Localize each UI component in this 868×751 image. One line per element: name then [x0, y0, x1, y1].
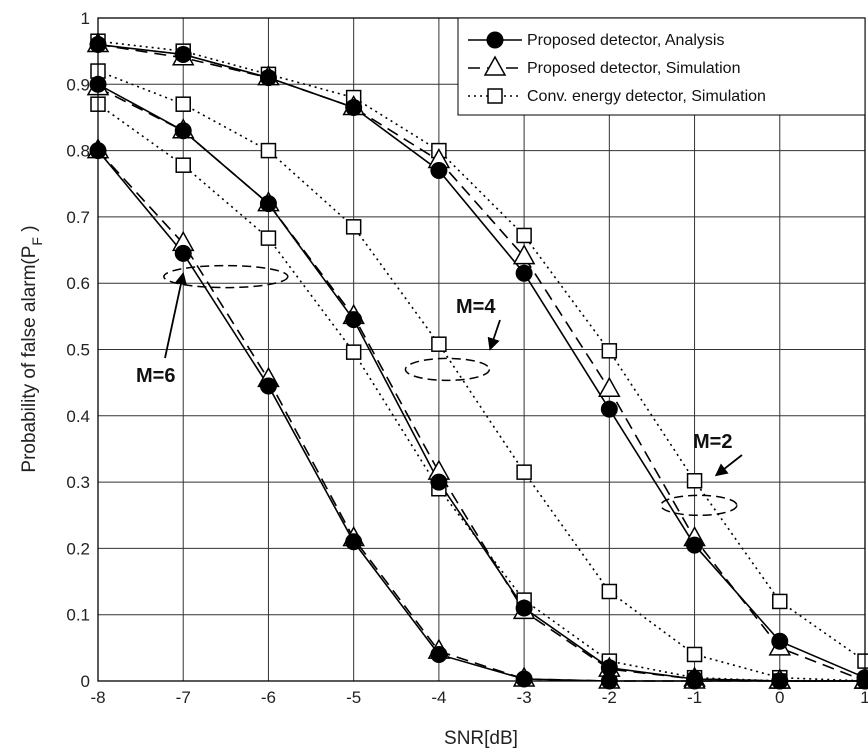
data-point [515, 670, 533, 688]
y-tick-label: 0.4 [66, 407, 90, 426]
x-tick-label: -1 [687, 688, 702, 707]
series-m2-solid [97, 43, 866, 679]
series-line [97, 83, 865, 682]
annotation-label: M=6 [136, 365, 175, 387]
legend-entry-simulation: Proposed detector, Simulation [527, 60, 740, 77]
data-point [430, 645, 448, 663]
legend-box [457, 17, 866, 116]
series-line [97, 150, 865, 682]
legend: Proposed detector, Analysis Proposed det… [457, 17, 866, 116]
data-point [260, 142, 277, 159]
y-tick-label: 0 [81, 672, 90, 691]
data-point [515, 264, 533, 282]
data-point [175, 157, 191, 173]
data-point [857, 653, 868, 669]
x-tick-label: 1 [860, 688, 868, 707]
series-m4-dotted [97, 70, 866, 682]
annotation-label: M=4 [456, 296, 496, 318]
annotation-shapes [163, 264, 743, 517]
group-ellipse [660, 494, 738, 517]
data-point [686, 646, 703, 663]
x-tick-label: -6 [261, 688, 276, 707]
data-point [345, 533, 363, 551]
data-point [430, 473, 448, 491]
x-tick-label: -3 [517, 688, 532, 707]
data-point [601, 583, 618, 600]
data-point [345, 219, 362, 235]
data-point [259, 377, 277, 395]
y-axis-label: Probability of false alarm(PF ) [19, 225, 45, 472]
data-point [516, 227, 532, 244]
data-point [515, 599, 533, 617]
series-line [97, 70, 866, 682]
data-point [772, 593, 788, 610]
legend-marker-sample [483, 55, 507, 76]
x-tick-label: -7 [176, 688, 191, 707]
x-tick-label: 0 [775, 688, 784, 707]
grid-lines [98, 18, 865, 681]
series-line [97, 43, 866, 682]
x-tick-label: -5 [346, 688, 361, 707]
data-point [600, 400, 618, 418]
data-point [345, 99, 363, 117]
data-point [174, 244, 192, 262]
y-tick-label: 0.3 [66, 473, 90, 492]
legend-entry-analysis: Proposed detector, Analysis [527, 32, 724, 49]
data-point [686, 536, 704, 554]
y-tick-label: 1 [81, 9, 90, 28]
legend-samples [468, 31, 522, 104]
y-tick-label: 0.8 [66, 142, 90, 161]
data-point [430, 161, 448, 179]
data-point [686, 473, 703, 489]
group-ellipse [404, 357, 491, 382]
data-point [771, 632, 789, 650]
legend-marker-sample [486, 31, 504, 49]
x-tick-label: -2 [602, 688, 617, 707]
y-tick-label: 0.6 [66, 274, 90, 293]
group-ellipse [163, 264, 289, 289]
data-point [174, 122, 192, 140]
data-point [431, 336, 447, 352]
data-point [345, 344, 362, 360]
data-point [512, 244, 536, 265]
series-m2-dashed [97, 43, 866, 682]
tick-labels: -8 -7 -6 -5 -4 -3 -2 -1 0 1 0 0.1 0.2 0.3 0.4 0.5 0.6 0.7… [66, 9, 868, 707]
series-line [97, 43, 866, 679]
x-axis-label: SNR[dB] [444, 728, 518, 749]
data-point [259, 195, 277, 213]
y-tick-label: 0.9 [66, 75, 90, 94]
y-tick-label: 0.2 [66, 539, 90, 558]
data-point [175, 96, 191, 112]
annotation-arrow [714, 454, 743, 477]
legend-entry-conventional: Conv. energy detector, Simulation [527, 88, 766, 105]
series-m4-solid [97, 83, 865, 682]
y-tick-label: 0.7 [66, 208, 90, 227]
y-axis-label-close: ) [19, 225, 40, 237]
legend-marker-sample [487, 88, 503, 104]
x-tick-label: -4 [431, 688, 446, 707]
y-tick-label: 0.1 [66, 606, 90, 625]
data-point [601, 343, 618, 359]
data-point [600, 659, 618, 677]
series-m6-dashed [97, 150, 865, 682]
y-axis-label-subscript: F [29, 237, 45, 246]
data-point [174, 45, 192, 63]
data-point [516, 464, 532, 480]
annotation-label: M=2 [693, 431, 732, 453]
data-point [260, 230, 277, 246]
annotation-labels: M=2 M=4 M=6 [136, 296, 732, 453]
annotation-arrow [164, 272, 187, 359]
data-point [598, 376, 621, 398]
data-point [259, 69, 277, 87]
data-point [345, 311, 363, 329]
y-tick-label: 0.5 [66, 341, 90, 360]
y-axis-label-main: Probability of false alarm(P [19, 246, 40, 473]
x-tick-label: -8 [90, 688, 105, 707]
annotation-arrow [487, 319, 501, 351]
